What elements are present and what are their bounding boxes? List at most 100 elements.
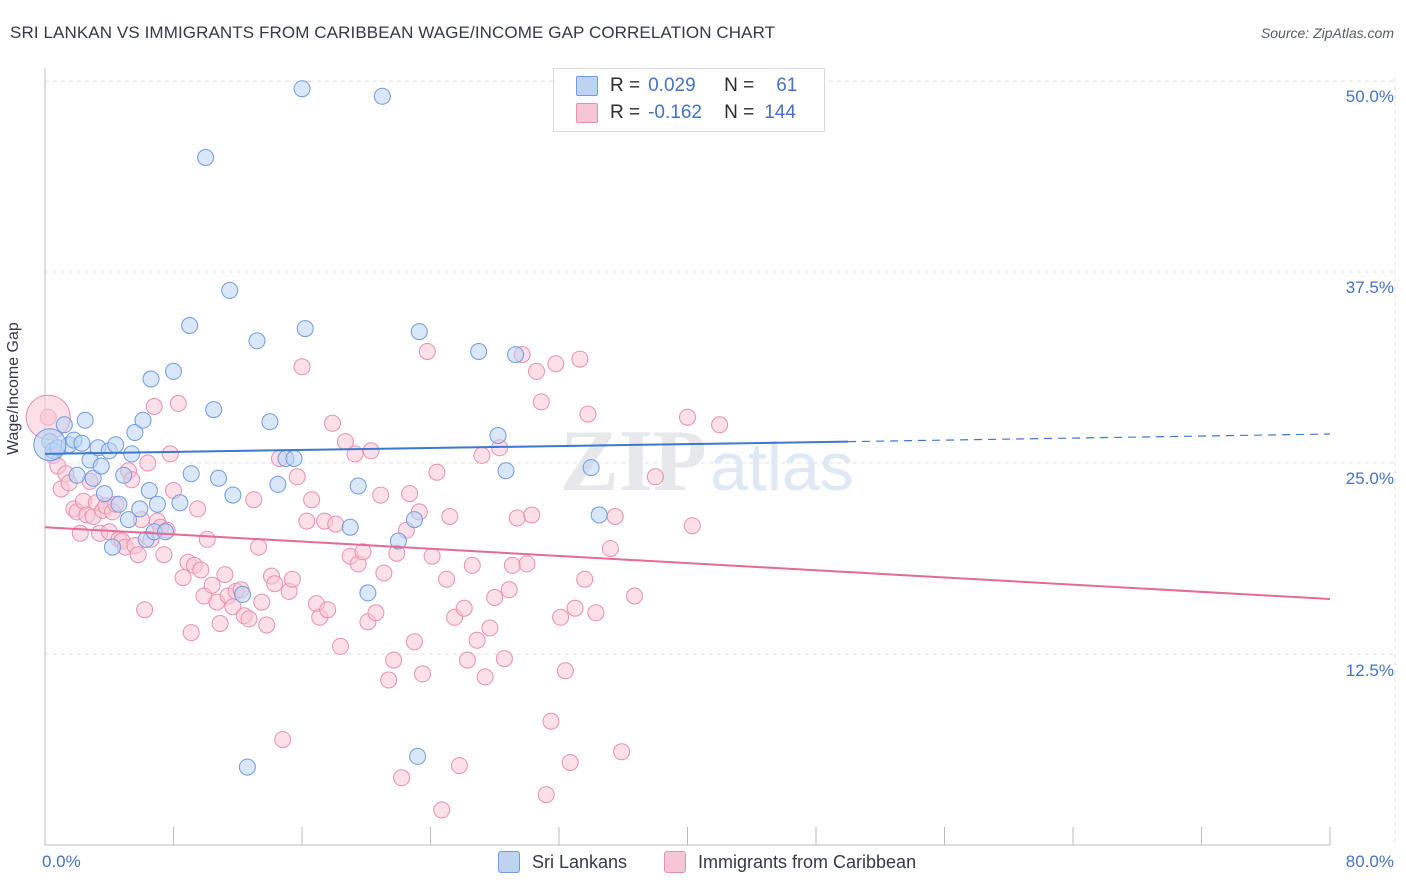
legend-label: Sri Lankans xyxy=(532,851,628,872)
data-point xyxy=(165,362,182,380)
data-point xyxy=(523,506,541,524)
legend-swatch-pink xyxy=(576,103,598,123)
y-axis-label: Wage/Income Gap xyxy=(5,322,22,455)
data-point xyxy=(349,477,367,495)
data-point xyxy=(500,581,518,599)
data-point xyxy=(55,416,73,434)
data-point xyxy=(372,486,390,504)
data-point xyxy=(155,546,173,564)
data-point xyxy=(547,355,565,373)
data-point xyxy=(68,466,86,484)
data-point xyxy=(423,547,441,565)
data-point xyxy=(288,468,306,486)
data-point xyxy=(683,517,701,535)
data-point xyxy=(497,462,515,480)
data-point xyxy=(269,475,287,493)
legend-swatch-blue xyxy=(576,76,598,96)
data-point xyxy=(405,511,423,529)
trend-line-caribbean xyxy=(44,526,1331,601)
data-point xyxy=(211,615,229,632)
data-point xyxy=(332,637,349,655)
data-point xyxy=(579,405,597,423)
legend-item-srilankans: Sri Lankans xyxy=(498,851,627,873)
data-point xyxy=(73,434,91,452)
data-point xyxy=(458,651,476,669)
x-tick-label: 0.0% xyxy=(42,852,81,871)
data-point xyxy=(240,610,258,628)
data-point xyxy=(169,394,187,412)
trend-line-srilankans-extension xyxy=(848,433,1331,443)
data-point xyxy=(92,457,110,475)
data-point xyxy=(401,485,419,503)
data-point xyxy=(503,556,521,574)
data-point-large xyxy=(33,428,67,462)
legend-n-value: 144 xyxy=(764,102,796,123)
legend-n-label: N = xyxy=(724,75,755,96)
data-point xyxy=(157,523,174,541)
data-point xyxy=(319,601,337,619)
data-point xyxy=(274,731,292,749)
legend-n-value: 61 xyxy=(776,75,798,96)
data-point xyxy=(266,575,284,593)
legend-r-value: 0.029 xyxy=(648,75,696,96)
data-point xyxy=(532,393,550,411)
legend-r-label: R = xyxy=(610,102,641,123)
data-point xyxy=(197,149,215,166)
data-point xyxy=(582,459,600,477)
data-point xyxy=(385,651,403,669)
data-point xyxy=(76,411,94,429)
data-point xyxy=(104,538,121,556)
data-point xyxy=(389,532,407,550)
data-point xyxy=(495,650,513,668)
data-point xyxy=(131,500,149,518)
data-point xyxy=(296,320,314,338)
data-point xyxy=(508,509,526,527)
data-point xyxy=(613,743,631,761)
data-point xyxy=(463,556,481,574)
data-point xyxy=(182,465,200,483)
data-point xyxy=(646,468,664,486)
y-tick-label: 12.5% xyxy=(1345,661,1394,680)
y-tick-label: 50.0% xyxy=(1345,87,1394,106)
data-point xyxy=(171,494,189,512)
data-point xyxy=(182,624,200,642)
data-point xyxy=(373,87,391,105)
legend-label: Immigrants from Caribbean xyxy=(698,851,917,872)
data-point xyxy=(303,491,321,509)
data-point xyxy=(245,491,263,509)
watermark-atlas: atlas xyxy=(710,429,854,505)
data-point xyxy=(126,424,144,441)
data-point xyxy=(216,566,234,584)
data-point xyxy=(293,358,311,376)
data-point xyxy=(134,411,152,429)
data-point xyxy=(561,754,579,771)
data-point xyxy=(409,747,427,765)
data-point xyxy=(238,758,256,776)
legend-swatch-blue xyxy=(498,851,520,873)
data-point xyxy=(210,469,227,487)
data-point xyxy=(476,668,494,686)
data-point xyxy=(518,555,536,573)
data-point xyxy=(84,469,102,487)
data-point xyxy=(221,281,239,299)
data-point xyxy=(140,482,158,499)
data-point xyxy=(375,564,393,582)
data-point xyxy=(285,450,303,467)
data-point xyxy=(192,561,210,579)
data-point xyxy=(234,585,252,603)
data-point xyxy=(107,436,125,454)
data-point xyxy=(129,546,147,564)
data-point xyxy=(418,343,436,360)
data-point xyxy=(537,786,555,804)
data-point xyxy=(587,604,605,622)
data-point xyxy=(405,633,423,651)
data-point xyxy=(528,362,545,380)
data-point xyxy=(507,346,525,364)
correlation-legend: R = 0.029 N = 61 R = -0.162 N = 144 xyxy=(553,68,825,132)
trend-line-srilankans xyxy=(44,440,849,455)
y-tick-label: 25.0% xyxy=(1345,469,1394,488)
legend-item-caribbean: Immigrants from Caribbean xyxy=(664,851,916,873)
data-point xyxy=(148,495,166,513)
legend-r-value: -0.162 xyxy=(648,102,702,123)
data-point xyxy=(450,757,468,775)
